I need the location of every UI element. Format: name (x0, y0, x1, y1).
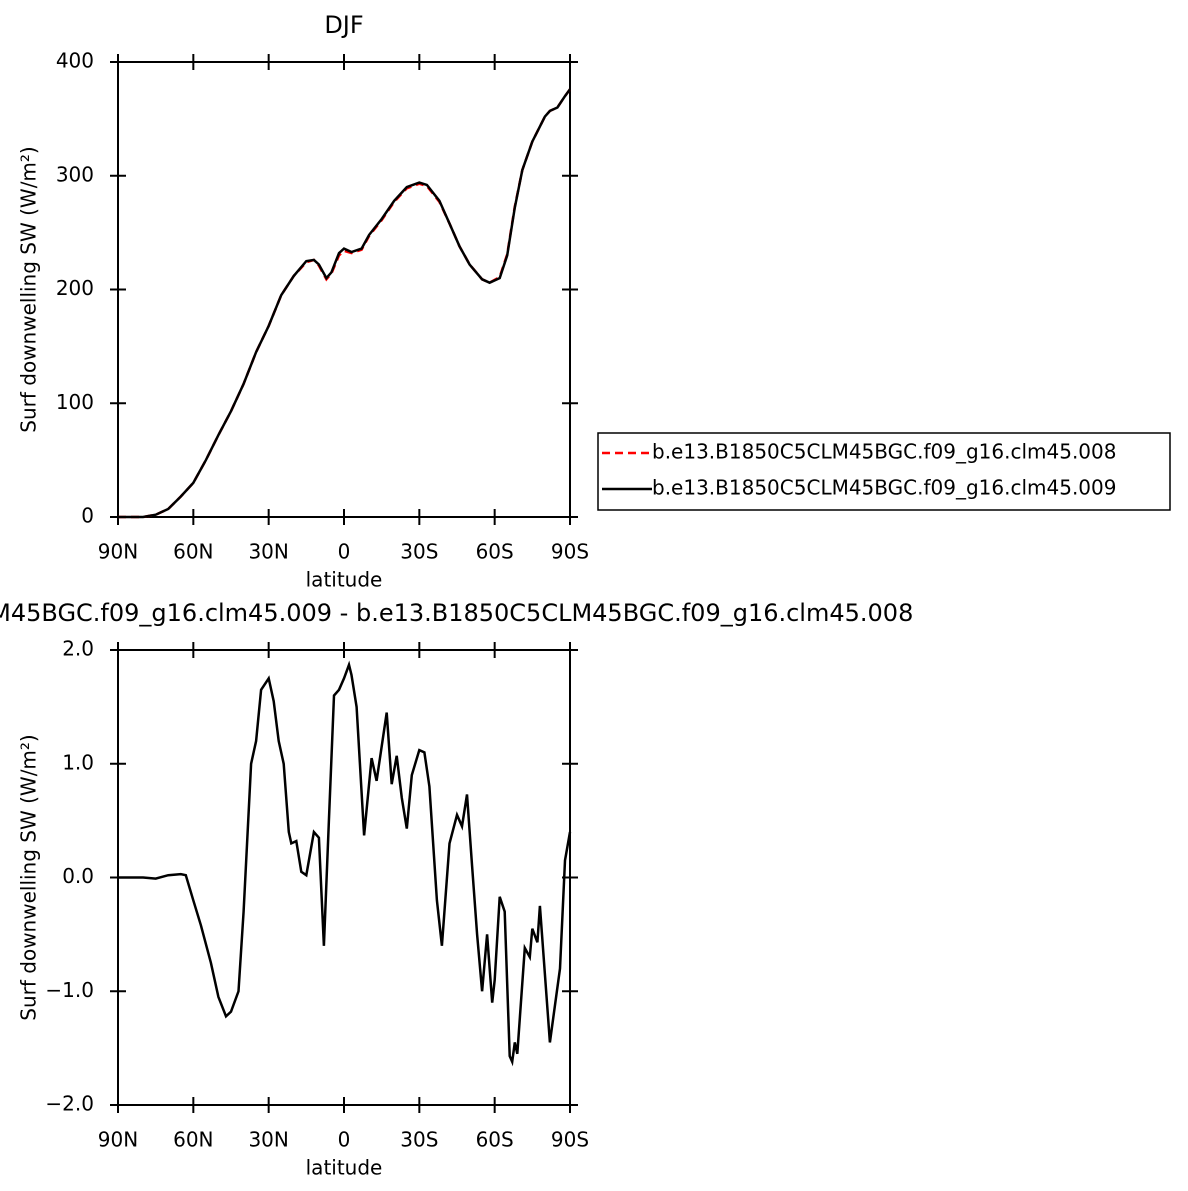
x-tick-label: 90N (98, 540, 138, 564)
x-tick-label: 30N (248, 1128, 288, 1152)
x-tick-label: 60S (476, 1128, 514, 1152)
x-tick-label: 0 (338, 1128, 351, 1152)
y-axis-label: Surf downwelling SW (W/m²) (17, 146, 41, 432)
y-tick-label: 200 (56, 276, 94, 300)
y-tick-label: 0.0 (62, 864, 94, 888)
data-line (118, 88, 572, 519)
y-tick-label: 100 (56, 390, 94, 414)
y-axis-label: Surf downwelling SW (W/m²) (17, 734, 41, 1020)
y-tick-label: −1.0 (45, 978, 94, 1002)
x-tick-label: 60S (476, 540, 514, 564)
x-tick-label: 30S (400, 540, 438, 564)
y-tick-label: 1.0 (62, 750, 94, 774)
y-tick-label: −2.0 (45, 1092, 94, 1116)
chart-title: DJF (324, 11, 363, 39)
x-tick-label: 60N (173, 540, 213, 564)
x-axis-label: latitude (306, 568, 383, 592)
data-line (118, 88, 572, 519)
x-axis-label: latitude (306, 1156, 383, 1180)
y-tick-label: 0 (81, 504, 94, 528)
x-tick-label: 90N (98, 1128, 138, 1152)
legend-box (597, 432, 1171, 511)
legend-label: b.e13.B1850C5CLM45BGC.f09_g16.clm45.009 (652, 476, 1116, 500)
y-tick-label: 2.0 (62, 637, 94, 661)
x-tick-label: 30N (248, 540, 288, 564)
legend-label: b.e13.B1850C5CLM45BGC.f09_g16.clm45.008 (652, 440, 1116, 464)
x-tick-label: 60N (173, 1128, 213, 1152)
plot-frame (117, 61, 571, 518)
x-tick-label: 0 (338, 540, 351, 564)
y-tick-label: 300 (56, 162, 94, 186)
x-tick-label: 90S (551, 540, 589, 564)
y-tick-label: 400 (56, 49, 94, 73)
data-line (118, 660, 572, 1067)
x-tick-label: 90S (551, 1128, 589, 1152)
chart-title: b.e13.B1850C5CLM45BGC.f09_g16.clm45.009 … (0, 599, 913, 627)
x-tick-label: 30S (400, 1128, 438, 1152)
